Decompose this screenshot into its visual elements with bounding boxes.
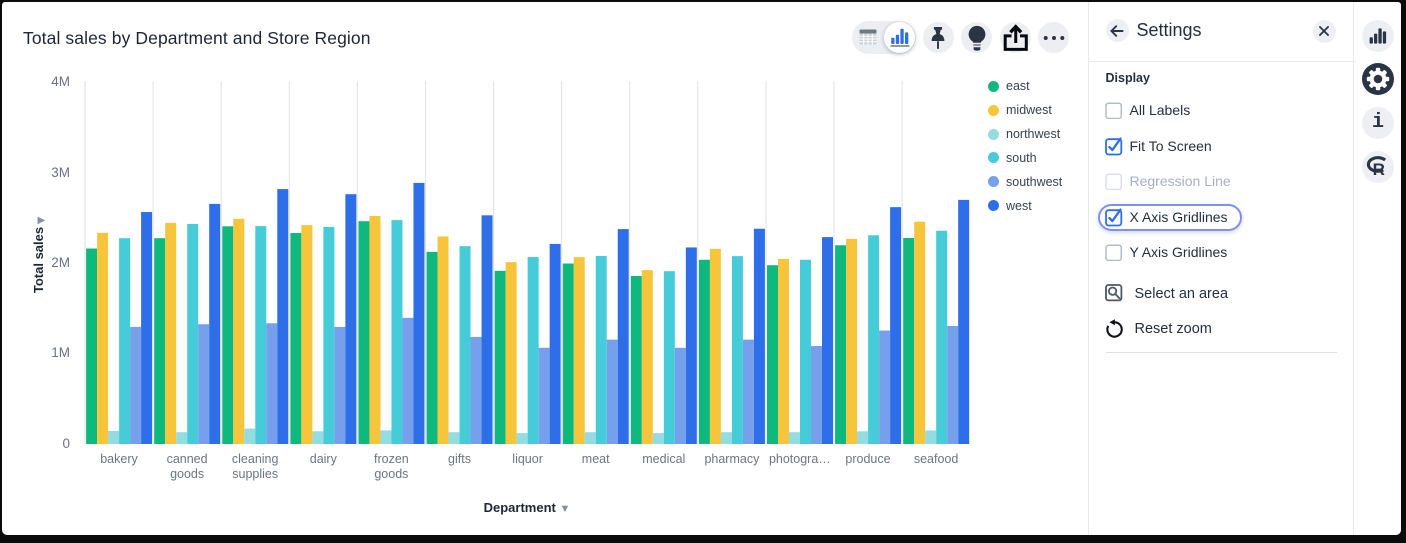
svg-text:R: R: [1373, 160, 1385, 179]
